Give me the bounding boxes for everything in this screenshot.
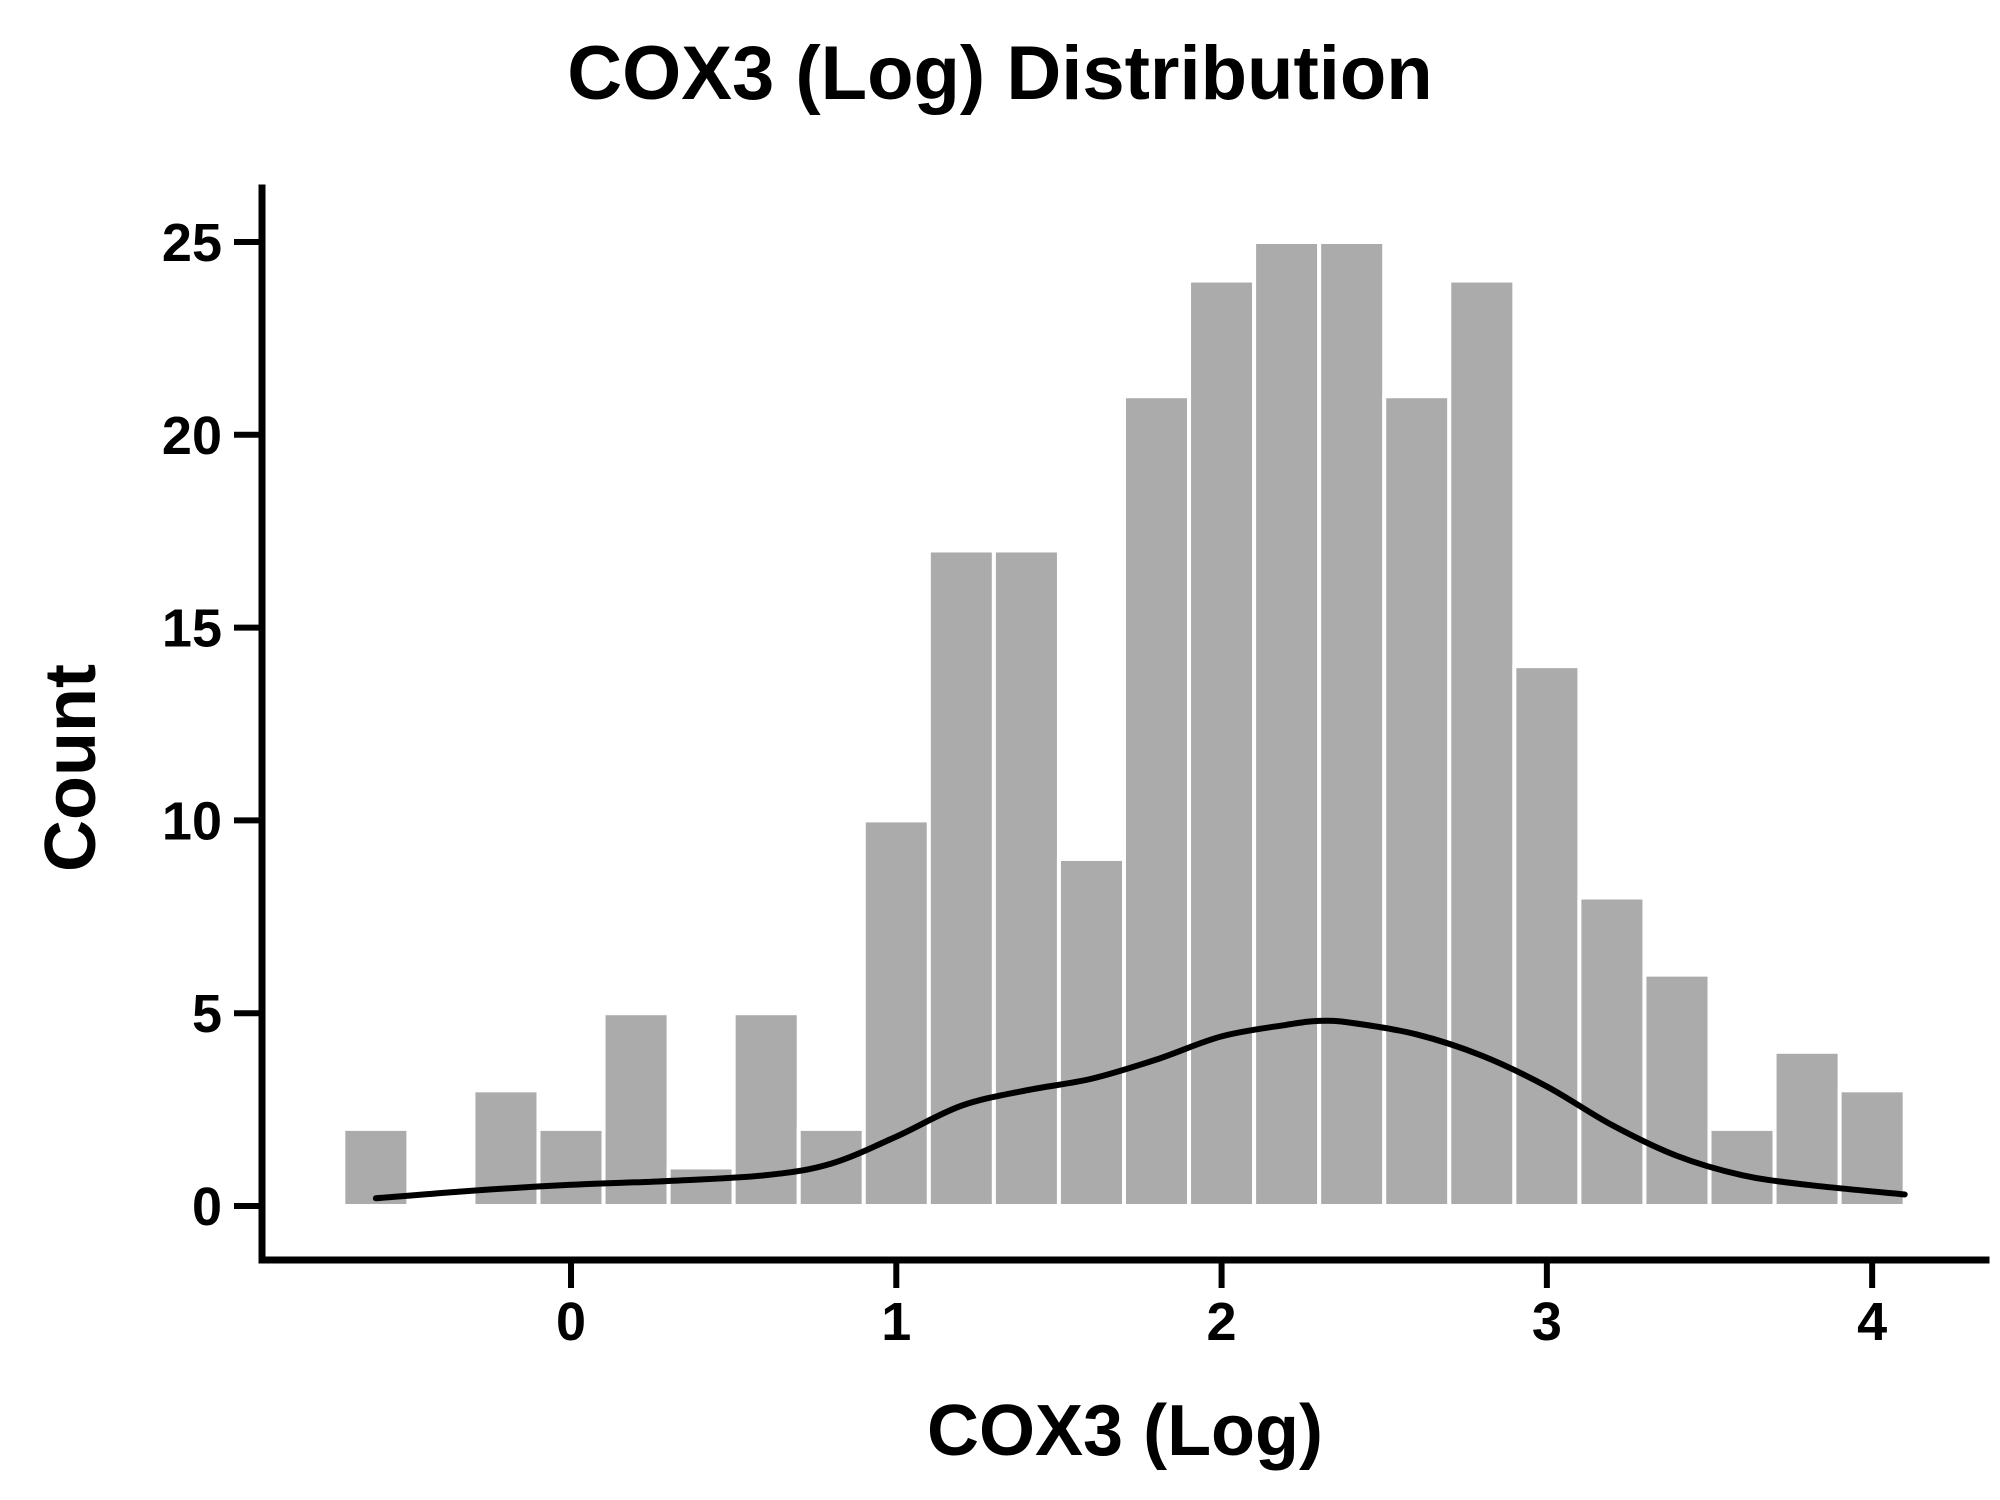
y-axis-tick-label: 15: [162, 599, 222, 659]
histogram-bar: [666, 1165, 736, 1209]
histogram-bar: [1252, 239, 1322, 1209]
x-axis-tick-label: 1: [881, 1292, 911, 1352]
histogram-bar: [861, 818, 931, 1209]
y-axis-tick-label: 25: [162, 213, 222, 273]
histogram-bar: [991, 548, 1061, 1209]
histogram-bar: [1512, 664, 1582, 1209]
histogram-bar: [601, 1011, 671, 1209]
x-axis-tick-label: 3: [1532, 1292, 1562, 1352]
y-axis-tick-label: 20: [162, 406, 222, 466]
y-axis-label: Count: [31, 664, 111, 872]
ticks-layer: 0 1 2 3 4 0 5 10 15 20 25: [162, 213, 1887, 1352]
chart-title: COX3 (Log) Distribution: [567, 31, 1432, 116]
axes-layer: [258, 184, 1990, 1264]
histogram-bar: [1317, 239, 1387, 1209]
bars-layer: [341, 239, 1907, 1209]
density-curve-line: [372, 1017, 1908, 1202]
y-axis-tick-label: 10: [162, 791, 222, 851]
x-axis-tick-label: 2: [1207, 1292, 1237, 1352]
histogram-bar: [1447, 278, 1517, 1209]
histogram-bar: [1577, 895, 1647, 1209]
histogram-bar: [536, 1126, 606, 1209]
y-axis-tick-label: 0: [192, 1177, 222, 1237]
x-axis-tick-label: 0: [556, 1292, 586, 1352]
x-axis-label: COX3 (Log): [927, 1391, 1323, 1471]
histogram-bar: [341, 1126, 411, 1209]
histogram-bar: [1187, 278, 1257, 1209]
y-axis-tick-label: 5: [192, 984, 222, 1044]
x-axis-tick-label: 4: [1857, 1292, 1887, 1352]
density-curve-layer: [372, 1017, 1908, 1202]
histogram-bar: [1642, 972, 1712, 1209]
histogram-bar: [1122, 394, 1192, 1209]
histogram-bar: [1382, 394, 1452, 1209]
histogram-bar: [1056, 856, 1126, 1209]
